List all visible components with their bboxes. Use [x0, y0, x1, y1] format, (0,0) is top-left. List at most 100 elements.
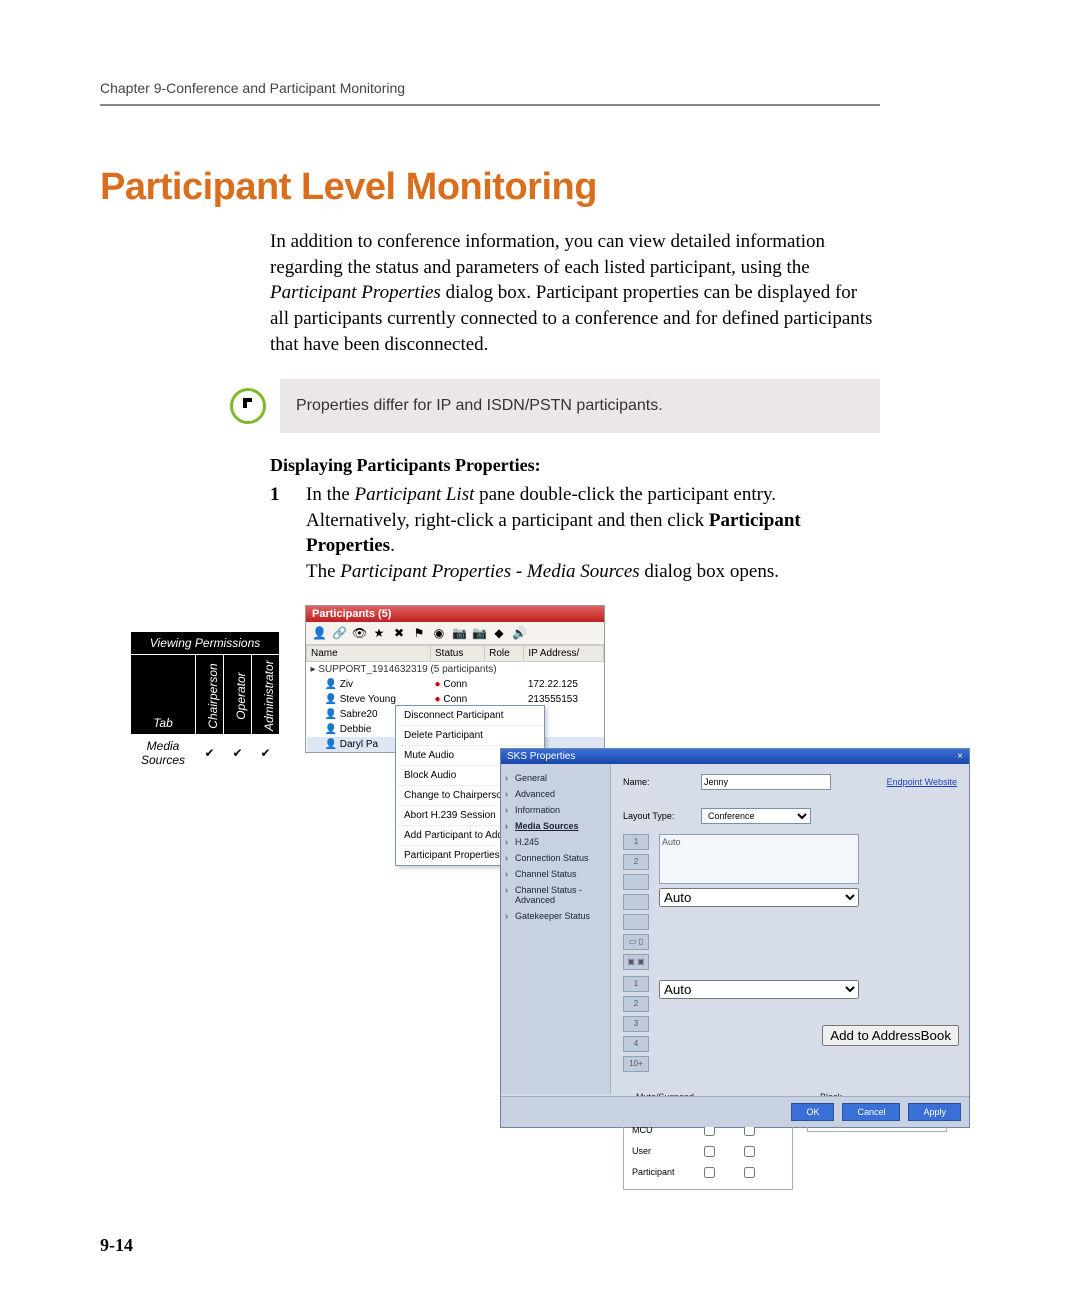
- name-input[interactable]: [701, 774, 831, 790]
- properties-nav-item[interactable]: Gatekeeper Status: [501, 908, 610, 924]
- eye-icon[interactable]: 👁: [352, 626, 366, 640]
- properties-nav-item[interactable]: Channel Status - Advanced: [501, 882, 610, 908]
- properties-nav-item[interactable]: Information: [501, 802, 610, 818]
- step-f-a: The: [306, 561, 340, 582]
- col-ip[interactable]: IP Address/: [524, 645, 604, 661]
- properties-nav-item[interactable]: Connection Status: [501, 850, 610, 866]
- check-icon: ✔: [232, 746, 242, 760]
- perm-check: ✔: [196, 734, 224, 771]
- col-role[interactable]: Role: [485, 645, 524, 661]
- properties-title: SKS Properties: [507, 751, 575, 762]
- layout-cell-button[interactable]: [623, 914, 649, 930]
- apply-button[interactable]: Apply: [908, 1103, 961, 1121]
- step-number: 1: [270, 482, 284, 585]
- mute-checkbox[interactable]: [704, 1146, 715, 1157]
- person-icon: 👤: [325, 724, 337, 735]
- group-label: SUPPORT_1914632319 (5 participants): [318, 664, 496, 675]
- page-title: Participant Level Monitoring: [100, 166, 880, 209]
- cam2-icon[interactable]: 📷: [472, 626, 486, 640]
- properties-main: Name: Endpoint Website Layout Type: Conf…: [611, 764, 969, 1094]
- preview-label: Auto: [662, 837, 681, 847]
- perm-col-label: Operator: [234, 661, 248, 731]
- sound-icon[interactable]: 🔊: [512, 626, 526, 640]
- cancel-button[interactable]: Cancel: [842, 1103, 900, 1121]
- perm-caption: Viewing Permissions: [131, 631, 280, 654]
- person-icon: 👤: [325, 694, 337, 705]
- properties-titlebar: SKS Properties ×: [501, 749, 969, 764]
- layout-cell-button[interactable]: 2: [623, 996, 649, 1012]
- layout-auto-select-1[interactable]: Auto: [659, 888, 859, 907]
- viewing-permissions-table: Viewing Permissions Tab Chairperson Oper…: [130, 631, 280, 772]
- mute-checkbox[interactable]: [704, 1167, 715, 1178]
- cam1-icon[interactable]: 📷: [452, 626, 466, 640]
- layout-preview-1: Auto: [659, 834, 859, 884]
- participants-group[interactable]: ▸ SUPPORT_1914632319 (5 participants): [307, 661, 604, 677]
- context-menu-item[interactable]: Delete Participant: [396, 726, 544, 746]
- mute-row-label: User: [632, 1146, 692, 1156]
- properties-nav-item[interactable]: General: [501, 770, 610, 786]
- layout-cell-button[interactable]: 1: [623, 834, 649, 850]
- perm-col-administrator: Administrator: [252, 654, 280, 734]
- step-f-b: Participant Properties - Media Sources: [340, 561, 639, 582]
- perm-col-chairperson: Chairperson: [196, 654, 224, 734]
- table-row[interactable]: 👤 Ziv● Conn172.22.125: [307, 677, 604, 692]
- layout-cell-button[interactable]: [623, 874, 649, 890]
- note-icon: [230, 388, 266, 424]
- perm-check: ✔: [224, 734, 252, 771]
- subheading: Displaying Participants Properties:: [270, 455, 880, 476]
- intro-text-a: In addition to conference information, y…: [270, 231, 825, 278]
- layout-type-select[interactable]: Conference: [701, 808, 811, 824]
- layout-shape-icon[interactable]: ▭ ▯: [623, 934, 649, 950]
- properties-nav: GeneralAdvancedInformationMedia SourcesH…: [501, 764, 611, 1094]
- layout-shape-icon[interactable]: ▣ ▣: [623, 954, 649, 970]
- properties-nav-item[interactable]: Channel Status: [501, 866, 610, 882]
- name-label: Name:: [623, 777, 693, 787]
- layout-cell-button[interactable]: 4: [623, 1036, 649, 1052]
- layout-cell-button[interactable]: 2: [623, 854, 649, 870]
- endpoint-website-link[interactable]: Endpoint Website: [887, 777, 957, 787]
- flag-icon[interactable]: ⚑: [412, 626, 426, 640]
- participants-titlebar: Participants (5): [306, 606, 604, 622]
- perm-check: ✔: [252, 734, 280, 771]
- col-status[interactable]: Status: [431, 645, 485, 661]
- ok-button[interactable]: OK: [791, 1103, 834, 1121]
- properties-footer: OK Cancel Apply: [501, 1096, 969, 1127]
- person-icon: 👤: [325, 739, 337, 750]
- note-box: Properties differ for IP and ISDN/PSTN p…: [280, 379, 880, 433]
- add-to-addressbook-button[interactable]: Add to AddressBook: [822, 1025, 959, 1046]
- star-icon[interactable]: ★: [372, 626, 386, 640]
- step-b: Participant List: [355, 484, 475, 505]
- step-f-c: dialog box opens.: [640, 561, 779, 582]
- perm-col-label: Chairperson: [206, 661, 220, 731]
- close-icon[interactable]: ×: [957, 751, 963, 762]
- mute-row-label: Participant: [632, 1167, 692, 1177]
- sphere-icon[interactable]: ◉: [432, 626, 446, 640]
- context-menu-item[interactable]: Disconnect Participant: [396, 706, 544, 726]
- check-icon: ✔: [204, 746, 214, 760]
- layout-cell-button[interactable]: 1: [623, 976, 649, 992]
- perm-col-operator: Operator: [224, 654, 252, 734]
- step-e: .: [390, 535, 395, 556]
- properties-nav-item[interactable]: Media Sources: [501, 818, 610, 834]
- person-add-icon[interactable]: 👤: [312, 626, 326, 640]
- properties-nav-item[interactable]: H.245: [501, 834, 610, 850]
- perm-tab-label: Tab: [131, 654, 196, 734]
- header-rule: [100, 104, 880, 106]
- mute-row-label: MCU: [632, 1125, 692, 1135]
- perm-row-label: Media Sources: [131, 734, 196, 771]
- person-x-icon[interactable]: ✖: [392, 626, 406, 640]
- link-icon[interactable]: 🔗: [332, 626, 346, 640]
- person-icon: 👤: [325, 679, 337, 690]
- layout-label: Layout Type:: [623, 811, 693, 821]
- layout-cell-button[interactable]: [623, 894, 649, 910]
- step-text: In the Participant List pane double-clic…: [306, 482, 880, 585]
- mute-checkbox[interactable]: [744, 1146, 755, 1157]
- layout-cell-button[interactable]: 3: [623, 1016, 649, 1032]
- diamond-icon[interactable]: ◆: [492, 626, 506, 640]
- col-name[interactable]: Name: [307, 645, 431, 661]
- mute-checkbox[interactable]: [744, 1167, 755, 1178]
- layout-cell-button[interactable]: 10+: [623, 1056, 649, 1072]
- properties-nav-item[interactable]: Advanced: [501, 786, 610, 802]
- person-icon: 👤: [325, 709, 337, 720]
- layout-auto-select-2[interactable]: Auto: [659, 980, 859, 999]
